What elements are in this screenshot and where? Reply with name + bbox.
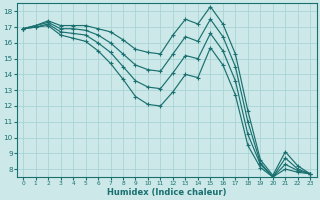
X-axis label: Humidex (Indice chaleur): Humidex (Indice chaleur) xyxy=(107,188,227,197)
